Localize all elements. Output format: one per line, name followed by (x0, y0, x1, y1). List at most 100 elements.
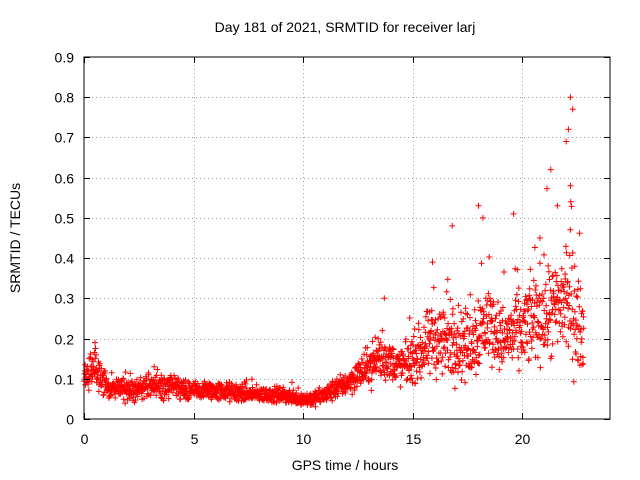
data-point (511, 333, 518, 340)
data-point (569, 106, 576, 113)
data-point (127, 370, 134, 377)
data-point (524, 301, 530, 308)
data-point (476, 360, 483, 367)
data-point (241, 396, 248, 403)
data-point (570, 378, 577, 385)
data-point (545, 262, 552, 269)
y-tick-label: 0.4 (55, 251, 75, 267)
data-point (479, 214, 486, 221)
data-point (408, 338, 415, 345)
data-point (499, 304, 506, 311)
data-point (92, 345, 99, 352)
data-point (531, 244, 538, 251)
data-point (467, 314, 473, 321)
data-point (503, 320, 510, 327)
data-point (471, 306, 478, 313)
data-point (563, 138, 570, 145)
data-point (421, 324, 427, 331)
data-point (577, 285, 584, 292)
data-point (170, 389, 176, 396)
data-point (402, 336, 409, 343)
data-point (454, 325, 461, 332)
data-point (388, 350, 395, 357)
data-point (103, 375, 110, 382)
plot-frame (83, 56, 611, 420)
data-point (358, 355, 365, 362)
data-point (449, 311, 456, 318)
data-point (569, 250, 576, 256)
data-point (557, 310, 564, 317)
data-point (421, 361, 428, 368)
data-point (551, 311, 558, 318)
data-point (444, 276, 451, 283)
data-point (571, 263, 578, 270)
data-point (538, 335, 545, 342)
data-point (509, 329, 516, 336)
data-point (578, 326, 584, 333)
data-point (513, 291, 520, 298)
data-point (561, 314, 568, 321)
data-point (567, 182, 574, 189)
data-point (576, 303, 583, 310)
data-point (544, 185, 550, 192)
data-point (337, 371, 344, 378)
data-point (547, 317, 554, 324)
data-point (385, 363, 392, 370)
data-point (430, 284, 437, 291)
data-point (443, 288, 450, 295)
data-point (492, 315, 499, 322)
data-point (517, 306, 524, 313)
data-point (96, 360, 103, 367)
data-point (356, 361, 363, 368)
data-point (541, 251, 547, 258)
x-tick-label: 20 (515, 431, 531, 447)
data-point (441, 344, 448, 351)
data-point (373, 363, 380, 370)
data-point (517, 322, 524, 329)
data-point (383, 359, 390, 366)
data-point (511, 322, 518, 329)
y-tick-label: 0 (66, 412, 74, 428)
data-point (542, 287, 549, 294)
data-point (527, 266, 534, 273)
data-point (93, 351, 100, 358)
data-point (537, 336, 544, 342)
data-point (88, 378, 95, 385)
data-point (359, 359, 366, 366)
data-point (577, 329, 584, 335)
data-point (565, 126, 572, 133)
data-point (458, 377, 465, 383)
data-point (575, 357, 582, 364)
data-point (433, 343, 440, 350)
data-point (554, 202, 561, 209)
data-point (499, 329, 506, 336)
data-point (526, 285, 533, 292)
data-point (579, 361, 586, 368)
data-point (464, 311, 471, 318)
data-point (472, 317, 479, 324)
data-point (560, 304, 567, 311)
data-point (92, 355, 99, 362)
data-point (530, 277, 537, 284)
y-tick-labels: 0 0.1 0.2 0.3 0.4 0.5 0.6 0.7 0.8 0.9 (55, 50, 75, 428)
data-point (406, 315, 413, 321)
data-point (253, 381, 260, 388)
data-point (515, 285, 522, 292)
data-point (573, 351, 579, 357)
data-point (470, 331, 477, 338)
data-point (91, 370, 98, 377)
data-point (473, 371, 479, 378)
data-point (375, 335, 382, 342)
data-point (328, 394, 335, 401)
data-point (478, 260, 485, 267)
data-point (528, 345, 535, 352)
data-point (201, 378, 208, 385)
data-point (486, 254, 493, 260)
data-point (428, 327, 435, 334)
data-point (442, 363, 449, 370)
data-point (554, 338, 561, 345)
data-point (95, 368, 102, 375)
data-point (439, 370, 446, 377)
data-point (479, 305, 486, 312)
data-point (516, 367, 522, 374)
